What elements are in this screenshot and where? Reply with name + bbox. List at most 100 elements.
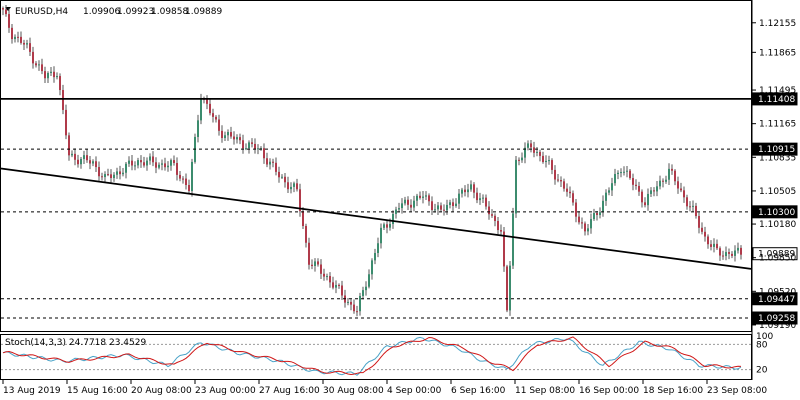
candle-body [497,220,499,231]
candle [224,131,226,142]
time-tick-label: 6 Sep 16:00 [451,386,506,396]
candle-body [680,188,682,191]
close-value: 1.09889 [185,7,222,17]
candle [482,194,484,204]
candle-body [167,165,169,168]
candle [59,73,61,96]
candle-body [422,196,424,198]
candle [278,166,280,183]
candle [239,133,241,145]
candle-body [218,119,220,131]
candle [188,179,190,195]
price-tick-label: 1.11165 [759,120,796,130]
time-tick-label: 30 Aug 08:00 [323,386,384,396]
candle-body [470,184,472,190]
candle [518,157,520,166]
candle [68,132,70,161]
candle [302,207,304,230]
candle-body [5,9,7,15]
candle [461,187,463,198]
price-tick-label: 1.10505 [759,187,796,197]
candle [440,202,442,213]
candle [173,155,175,166]
candle [296,178,298,192]
candle-body [587,228,589,232]
candle [680,182,682,193]
candle [740,245,742,260]
candle-body [251,142,253,144]
candle-body [2,8,4,10]
candle-body [695,205,697,217]
candle-body [542,155,544,163]
level-price-tag [752,92,798,106]
candle-body [197,120,199,137]
candle [203,96,205,104]
candle-body [389,224,391,228]
candle-body [614,174,616,184]
candle-body [176,162,178,175]
candle [80,157,82,169]
candle-body [92,161,94,164]
candle [353,299,355,314]
candle-body [596,213,598,216]
candle-body [533,147,535,153]
candle-body [560,180,562,182]
candle-body [725,252,727,257]
candle [407,196,409,211]
candle-body [365,286,367,291]
candle [566,183,568,197]
candle-body [338,284,340,286]
candle [107,168,109,177]
candle-body [254,143,256,150]
candle-body [536,151,538,153]
candle-body [23,42,25,45]
candle-body [659,180,661,187]
candle-body [713,243,715,247]
time-tick-label: 13 Aug 2019 [3,386,61,396]
candle-body [545,160,547,163]
candle-body [572,193,574,203]
candle-body [200,98,202,121]
trendline[interactable] [0,167,752,270]
candle-body [686,197,688,207]
candle [419,191,421,200]
candle [386,219,388,234]
candle [695,202,697,219]
candles [2,4,742,317]
candle-body [629,170,631,179]
candle-body [440,205,442,210]
candle [398,202,400,213]
candle-body [677,181,679,189]
candle-body [152,156,154,163]
candle-body [224,135,226,139]
candle [26,39,28,49]
candle-body [185,178,187,186]
candle [293,181,295,193]
candle-body [230,132,232,137]
candle [548,155,550,165]
candle [626,166,628,178]
candle [149,153,151,165]
candle [47,71,49,83]
level-price-label: 1.10915 [758,145,795,155]
candle [542,151,544,164]
candle [131,155,133,171]
candle [254,138,256,154]
candle-body [236,137,238,140]
candle [608,187,610,196]
candle [563,178,565,192]
candle [155,157,157,174]
candle [527,140,529,151]
price-tick-label: 1.09520 [759,287,796,297]
candle [137,157,139,169]
candle-body [458,193,460,204]
candle [602,195,604,217]
candle [620,168,622,178]
candle-body [44,71,46,79]
candle [272,158,274,168]
candle-body [20,36,22,43]
candle [128,156,130,167]
candle-body [410,204,412,208]
